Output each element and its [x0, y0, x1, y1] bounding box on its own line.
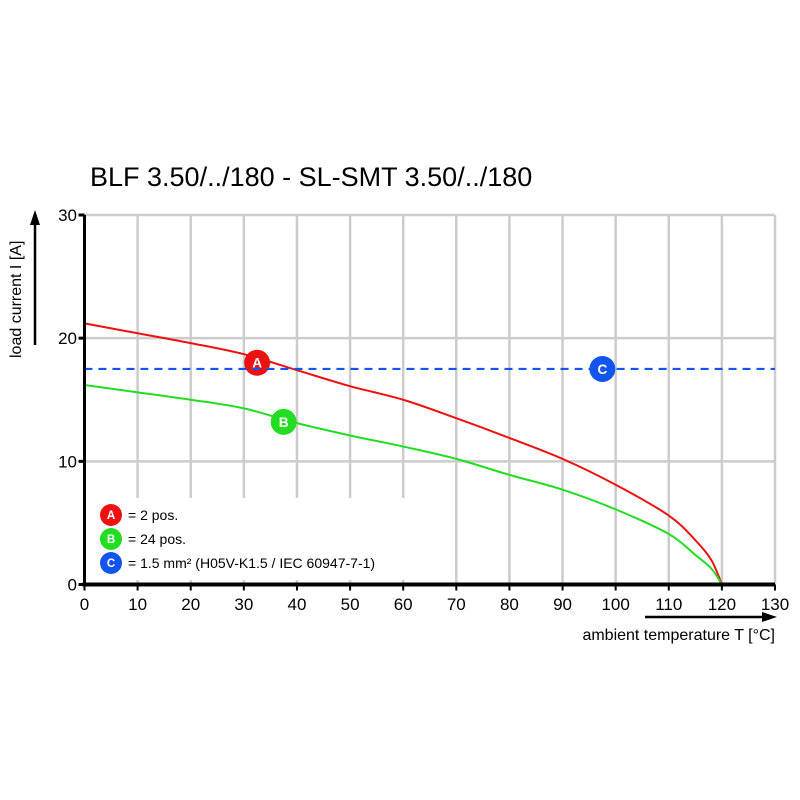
- x-tick-label: 120: [708, 595, 736, 614]
- x-axis-label: ambient temperature T [°C]: [582, 627, 775, 644]
- x-tick-label: 60: [394, 595, 413, 614]
- x-tick-label: 10: [128, 595, 147, 614]
- series-marker-b-circle: [270, 408, 297, 435]
- x-tick-label: 50: [341, 595, 360, 614]
- series-line-a: [84, 322, 723, 585]
- axes: 0 10 20 30 40 50 60 70 80 90 100 110 120 130 0 10 20 30: [58, 206, 789, 614]
- legend-marker-c-circle: [100, 552, 122, 574]
- x-tick-label: 20: [181, 595, 200, 614]
- y-tick-label: 0: [68, 576, 77, 595]
- legend-marker-b-circle: [100, 528, 122, 550]
- legend: A = 2 pos. B = 24 pos. C = 1.5 mm² (H05V-K1.5…: [100, 504, 375, 574]
- y-tick-label: 10: [58, 452, 77, 471]
- y-axis-label: load current I [A]: [8, 241, 25, 358]
- x-tick-label: 110: [655, 595, 682, 614]
- x-tick-label: 0: [80, 595, 89, 614]
- x-tick-label: 130: [761, 595, 789, 614]
- y-tick-label: 30: [58, 206, 77, 225]
- x-tick-label: 100: [601, 595, 629, 614]
- series-marker-a-circle: [244, 349, 271, 376]
- legend-background: [92, 498, 422, 580]
- chart-title: BLF 3.50/../180 - SL-SMT 3.50/../180: [90, 162, 532, 192]
- legend-label: = 2 pos.: [128, 507, 178, 523]
- legend-label: = 24 pos.: [128, 531, 186, 547]
- legend-marker-c-letter: C: [107, 558, 116, 570]
- legend-marker-a-letter: A: [107, 510, 116, 522]
- x-tick-label: 30: [234, 595, 253, 614]
- x-axis-arrowhead-icon: [762, 612, 777, 622]
- series-marker-c-circle: [589, 355, 616, 382]
- legend-label: = 1.5 mm² (H05V-K1.5 / IEC 60947-7-1): [128, 555, 375, 571]
- x-tick-label: 90: [553, 595, 572, 614]
- legend-marker-a-circle: [100, 504, 122, 526]
- series-marker-a-letter: A: [252, 356, 262, 371]
- series-line-b: [84, 383, 723, 586]
- x-tick-label: 80: [500, 595, 519, 614]
- series-group: ABC: [84, 322, 775, 586]
- series-marker-c-letter: C: [597, 362, 607, 377]
- series-marker-b-letter: B: [279, 415, 289, 430]
- x-tick-label: 40: [288, 595, 307, 614]
- legend-marker-b-letter: B: [107, 534, 115, 546]
- y-tick-label: 20: [58, 329, 77, 348]
- x-tick-label: 70: [447, 595, 466, 614]
- y-axis-arrowhead-icon: [30, 210, 40, 225]
